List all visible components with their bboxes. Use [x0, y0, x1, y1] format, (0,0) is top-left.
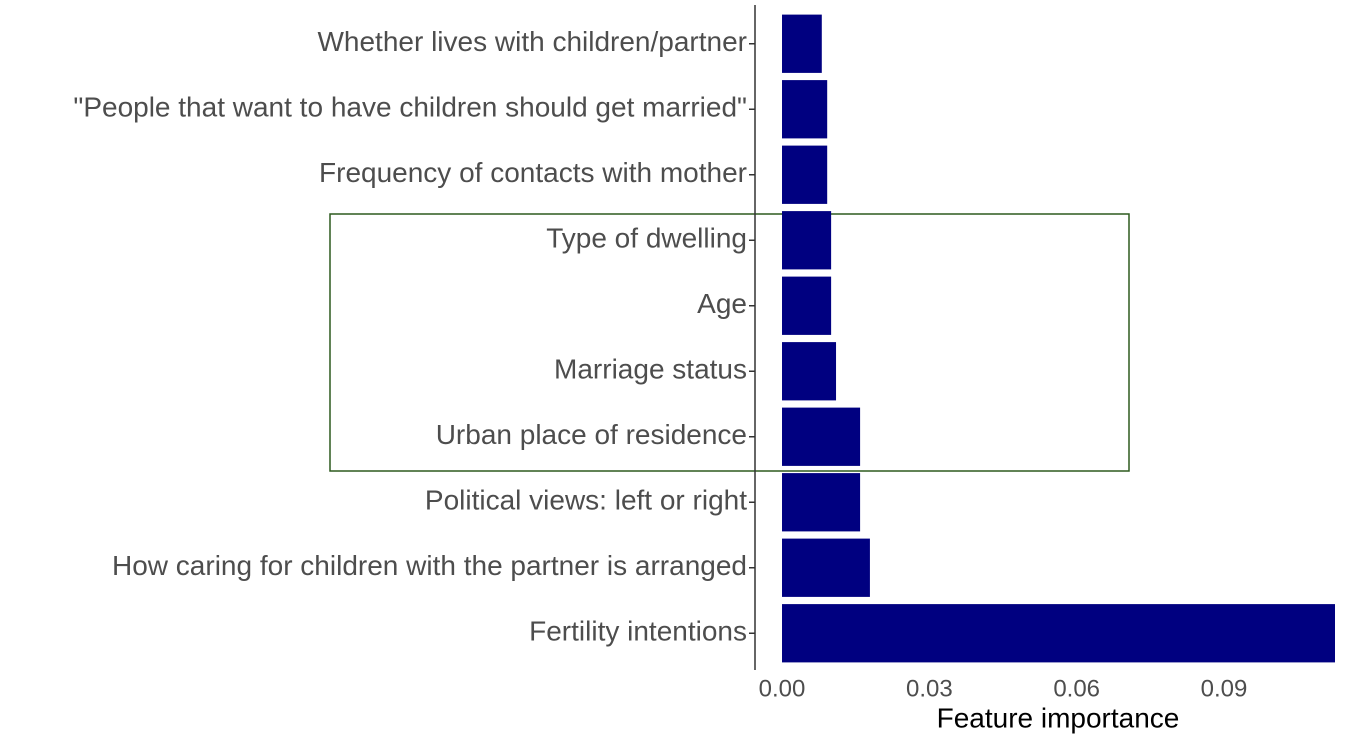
bar	[782, 538, 870, 597]
y-tick-label: Political views: left or right	[425, 485, 747, 516]
x-tick-label: 0.03	[906, 675, 953, 702]
x-tick-label: 0.06	[1053, 675, 1100, 702]
y-tick-label: Fertility intentions	[529, 616, 747, 647]
y-tick-label: Age	[697, 288, 747, 319]
bar	[782, 145, 828, 204]
y-tick-label: Type of dwelling	[546, 223, 747, 254]
y-tick-label: How caring for children with the partner…	[112, 550, 747, 581]
bar	[782, 407, 861, 466]
y-tick-label: Urban place of residence	[436, 419, 747, 450]
y-tick-label: Whether lives with children/partner	[317, 26, 747, 57]
bar	[782, 473, 861, 532]
bar	[782, 80, 828, 139]
x-axis-label: Feature importance	[937, 702, 1180, 733]
bar	[782, 211, 832, 270]
bar	[782, 276, 832, 335]
y-tick-label: Frequency of contacts with mother	[319, 157, 747, 188]
bar	[782, 342, 837, 401]
bar	[782, 14, 822, 73]
y-tick-label: Marriage status	[554, 354, 747, 385]
y-tick-label: "People that want to have children shoul…	[73, 92, 747, 123]
x-tick-label: 0.09	[1201, 675, 1248, 702]
highlight-box	[329, 213, 1130, 472]
bar	[782, 604, 1335, 663]
x-tick-label: 0.00	[759, 675, 806, 702]
